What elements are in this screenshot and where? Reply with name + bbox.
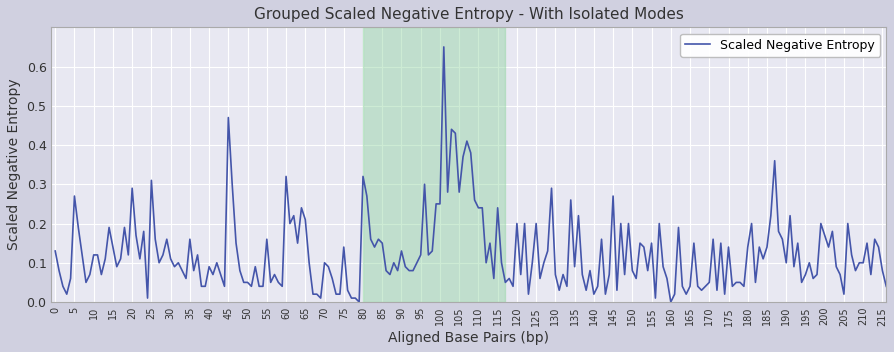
Scaled Negative Entropy [649, 296, 660, 300]
Legend: Scaled Negative Entropy: Scaled Negative Entropy [679, 33, 879, 57]
Scaled Negative Entropy [234, 269, 245, 273]
X-axis label: Aligned Base Pairs (bp): Aligned Base Pairs (bp) [388, 331, 549, 345]
Scaled Negative Entropy [811, 272, 822, 277]
Scaled Negative Entropy [884, 292, 894, 296]
Scaled Negative Entropy [400, 265, 410, 269]
Scaled Negative Entropy [346, 296, 357, 300]
Scaled Negative Entropy [50, 249, 61, 253]
Y-axis label: Scaled Negative Entropy: Scaled Negative Entropy [7, 79, 21, 251]
Line: Scaled Negative Entropy: Scaled Negative Entropy [55, 47, 890, 302]
Scaled Negative Entropy [353, 300, 364, 304]
Scaled Negative Entropy [157, 253, 168, 257]
Title: Grouped Scaled Negative Entropy - With Isolated Modes: Grouped Scaled Negative Entropy - With I… [254, 7, 683, 22]
Scaled Negative Entropy [438, 45, 449, 49]
Bar [363, 27, 505, 302]
